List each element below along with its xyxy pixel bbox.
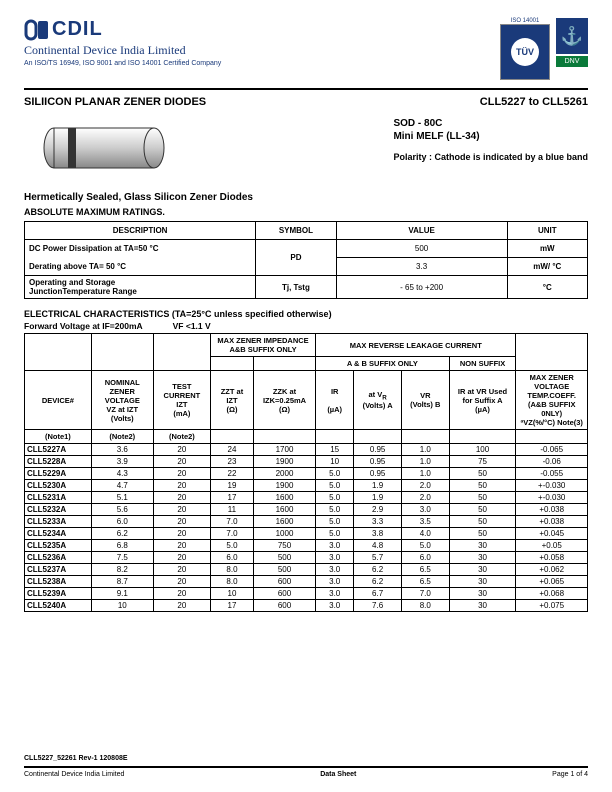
- footer: CLL5227_52261 Rev-1 120808E Continental …: [24, 755, 588, 778]
- col-sym: SYMBOL: [256, 222, 336, 240]
- polarity-note: Polarity : Cathode is indicated by a blu…: [393, 152, 588, 162]
- hdr-zzt: ZZT atIZT(Ω): [211, 371, 254, 430]
- table-row: CLL5227A3.620241700 150.951.0100-0.065: [25, 444, 588, 456]
- footer-line: Continental Device India Limited Data Sh…: [24, 766, 588, 778]
- table-row: CLL5237A8.2208.0500 3.06.26.530+0.062: [25, 564, 588, 576]
- table-row: Operating and StorageJunctionTemperature…: [25, 276, 256, 299]
- vf-label: VF <1.1 V: [173, 321, 211, 331]
- table-row: CLL5233A6.0207.01600 5.03.33.550+0.038: [25, 516, 588, 528]
- hdr-vrb: VR(Volts) B: [401, 371, 449, 430]
- anchor-icon: ⚓: [556, 18, 588, 54]
- hdr-ir: IR(µA): [316, 371, 354, 430]
- note2a: (Note2): [91, 430, 153, 444]
- note2b: (Note2): [153, 430, 210, 444]
- col-val: VALUE: [336, 222, 507, 240]
- ratings-table: DESCRIPTION SYMBOL VALUE UNIT DC Power D…: [24, 221, 588, 299]
- melf-label: Mini MELF (LL-34): [393, 131, 588, 142]
- fv-label: Forward Voltage at IF=200mA: [24, 321, 143, 331]
- table-row: DC Power Dissipation at TA=50 °C: [25, 240, 256, 258]
- hdr-tc: MAX ZENER VOLTAGE TEMP.COEFF.(A&B SUFFIX…: [516, 371, 588, 430]
- table-row: CLL5228A3.920231900 100.951.075-0.06: [25, 456, 588, 468]
- dnv-block: ⚓ DNV: [556, 18, 588, 67]
- table-row: CLL5231A5.120171600 5.01.92.050+-0.030: [25, 492, 588, 504]
- hdr-test: TEST CURRENTIZT(mA): [153, 371, 210, 430]
- iso-cert-line: An ISO/TS 16949, ISO 9001 and ISO 14001 …: [24, 60, 221, 67]
- hdr-ab-suffix: A & B SUFFIX ONLY: [316, 357, 450, 371]
- footer-ds: Data Sheet: [320, 771, 356, 778]
- hdr-irn: IR at VR Usedfor Suffix A(µA): [449, 371, 516, 430]
- table-row: CLL5238A8.7208.0600 3.06.26.530+0.065: [25, 576, 588, 588]
- tuv-block: ISO 14001 TÜV: [500, 18, 550, 80]
- note1: (Note1): [25, 430, 92, 444]
- table-row: CLL5239A9.12010600 3.06.77.030+0.068: [25, 588, 588, 600]
- abs-max-header: ABSOLUTE MAXIMUM RATINGS.: [24, 207, 588, 217]
- product-row: SOD - 80C Mini MELF (LL-34) Polarity : C…: [24, 118, 588, 178]
- cdil-logo-icon: [24, 19, 50, 41]
- dnv-label: DNV: [556, 56, 588, 67]
- footer-page: Page 1 of 4: [552, 771, 588, 778]
- company-name: Continental Device India Limited: [24, 43, 221, 58]
- hdr-non-suffix: NON SUFFIX: [449, 357, 516, 371]
- footer-company: Continental Device India Limited: [24, 771, 124, 778]
- tuv-logo: TÜV: [500, 24, 550, 80]
- table-row: CLL5229A4.320222000 5.00.951.050-0.055: [25, 468, 588, 480]
- cdil-logo-text: CDIL: [52, 18, 103, 41]
- hdr-zzk: ZZK atIZK=0.25mA(Ω): [253, 371, 315, 430]
- footer-rev: CLL5227_52261 Rev-1 120808E: [24, 755, 588, 762]
- title-row: SILIICON PLANAR ZENER DIODES CLL5227 to …: [24, 96, 588, 108]
- logo-left-block: CDIL Continental Device India Limited An…: [24, 18, 221, 67]
- divider: [24, 88, 588, 90]
- elec-header: ELECTRICAL CHARACTERISTICS (TA=25°C unle…: [24, 309, 588, 319]
- table-row: CLL5240A102017600 3.07.68.030+0.075: [25, 600, 588, 612]
- col-desc: DESCRIPTION: [25, 222, 256, 240]
- part-range: CLL5227 to CLL5261: [480, 96, 588, 108]
- hdr-device: DEVICE#: [25, 371, 92, 430]
- elec-table: MAX ZENER IMPEDANCE A&B SUFFIX ONLY MAX …: [24, 333, 588, 612]
- sod-label: SOD - 80C: [393, 118, 588, 129]
- cert-logos: ISO 14001 TÜV ⚓ DNV: [500, 18, 588, 80]
- hdr-max-rev: MAX REVERSE LEAKAGE CURRENT: [316, 334, 516, 357]
- table-row: CLL5230A4.720191900 5.01.92.050+-0.030: [25, 480, 588, 492]
- package-info: SOD - 80C Mini MELF (LL-34) Polarity : C…: [393, 118, 588, 178]
- table-row: CLL5232A5.620111600 5.02.93.050+0.038: [25, 504, 588, 516]
- tuv-circle: TÜV: [511, 38, 539, 66]
- diode-image: [24, 118, 184, 178]
- hermetic-header: Hermetically Sealed, Glass Silicon Zener…: [24, 192, 588, 203]
- hdr-vra: at VR(Volts) A: [354, 371, 402, 430]
- table-row: CLL5235A6.8205.0750 3.04.85.030+0.05: [25, 540, 588, 552]
- table-row: CLL5234A6.2207.01000 5.03.84.050+0.045: [25, 528, 588, 540]
- header: CDIL Continental Device India Limited An…: [24, 18, 588, 80]
- cdil-logo: CDIL: [24, 18, 221, 41]
- col-unit: UNIT: [507, 222, 587, 240]
- hdr-nominal: NOMINAL ZENER VOLTAGEVZ at IZT(Volts): [91, 371, 153, 430]
- hdr-max-zener: MAX ZENER IMPEDANCE A&B SUFFIX ONLY: [211, 334, 316, 357]
- forward-voltage-row: Forward Voltage at IF=200mA VF <1.1 V: [24, 321, 588, 331]
- product-title: SILIICON PLANAR ZENER DIODES: [24, 96, 206, 108]
- table-row: CLL5236A7.5206.0500 3.05.76.030+0.058: [25, 552, 588, 564]
